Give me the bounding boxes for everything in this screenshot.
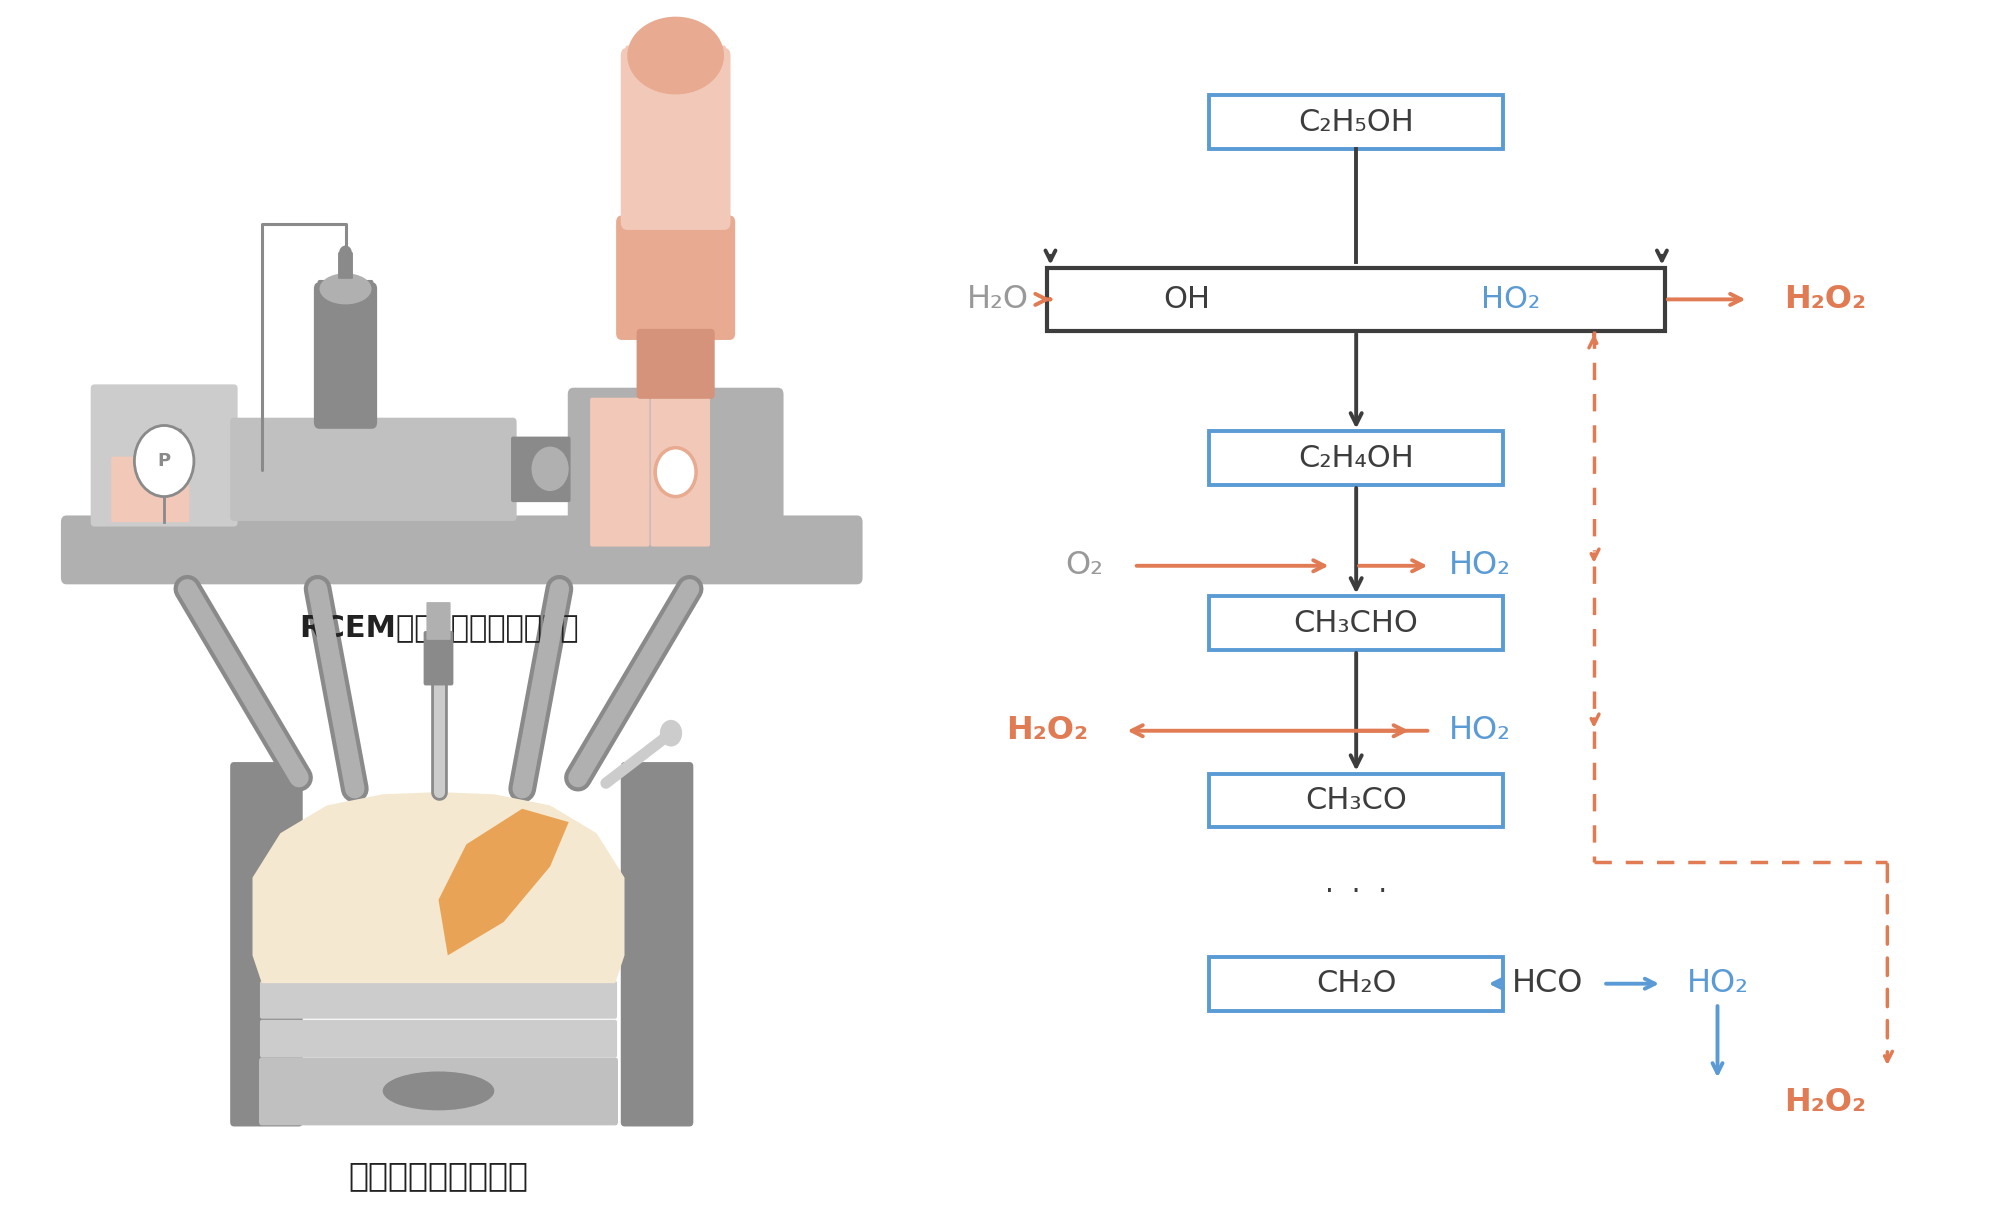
Text: H₂O: H₂O: [966, 284, 1028, 315]
Text: HO₂: HO₂: [1448, 550, 1510, 582]
FancyBboxPatch shape: [338, 252, 352, 279]
Circle shape: [134, 425, 194, 496]
Text: ·  ·  ·: · · ·: [1326, 879, 1388, 906]
Text: H₂O₂: H₂O₂: [1784, 1086, 1866, 1118]
FancyBboxPatch shape: [164, 429, 182, 451]
Text: HCO: HCO: [1512, 968, 1584, 1000]
FancyBboxPatch shape: [1048, 268, 1664, 331]
FancyBboxPatch shape: [636, 329, 714, 398]
FancyBboxPatch shape: [112, 457, 190, 522]
FancyBboxPatch shape: [620, 763, 694, 1127]
FancyBboxPatch shape: [1210, 957, 1502, 1011]
FancyBboxPatch shape: [512, 436, 570, 502]
FancyBboxPatch shape: [260, 981, 618, 1019]
FancyBboxPatch shape: [60, 516, 862, 584]
FancyBboxPatch shape: [90, 385, 238, 527]
FancyBboxPatch shape: [230, 763, 302, 1127]
Polygon shape: [438, 809, 568, 956]
Circle shape: [660, 720, 682, 747]
Text: H₂O₂: H₂O₂: [1784, 284, 1866, 315]
Text: 燃焼評価用エンジン: 燃焼評価用エンジン: [348, 1158, 528, 1191]
FancyBboxPatch shape: [1210, 431, 1502, 485]
Text: CH₃CHO: CH₃CHO: [1294, 609, 1418, 638]
Text: C₂H₄OH: C₂H₄OH: [1298, 444, 1414, 473]
FancyBboxPatch shape: [424, 631, 454, 686]
Text: P: P: [158, 452, 170, 470]
Circle shape: [532, 446, 568, 491]
Text: RCEM（急速圧縮膨張装置）: RCEM（急速圧縮膨張装置）: [298, 613, 578, 643]
FancyBboxPatch shape: [650, 397, 710, 546]
Text: OH: OH: [1162, 285, 1210, 314]
FancyBboxPatch shape: [260, 1057, 618, 1125]
Text: CH₃CO: CH₃CO: [1306, 786, 1408, 815]
FancyBboxPatch shape: [620, 48, 730, 230]
Text: H₂O₂: H₂O₂: [1006, 715, 1088, 747]
FancyBboxPatch shape: [1210, 596, 1502, 650]
Circle shape: [656, 447, 696, 496]
FancyBboxPatch shape: [230, 418, 516, 521]
Text: HO₂: HO₂: [1482, 285, 1540, 314]
FancyBboxPatch shape: [260, 1020, 618, 1057]
FancyBboxPatch shape: [568, 387, 784, 556]
FancyBboxPatch shape: [626, 45, 726, 97]
FancyBboxPatch shape: [616, 215, 736, 340]
Circle shape: [338, 246, 352, 262]
Text: C₂H₅OH: C₂H₅OH: [1298, 108, 1414, 137]
FancyBboxPatch shape: [1210, 95, 1502, 149]
Polygon shape: [252, 792, 624, 984]
Ellipse shape: [320, 274, 372, 304]
FancyBboxPatch shape: [314, 282, 378, 429]
Ellipse shape: [628, 17, 724, 94]
FancyBboxPatch shape: [318, 280, 374, 307]
Ellipse shape: [382, 1072, 494, 1111]
FancyBboxPatch shape: [590, 397, 650, 546]
Text: HO₂: HO₂: [1448, 715, 1510, 747]
Text: HO₂: HO₂: [1686, 968, 1748, 1000]
Text: O₂: O₂: [1066, 550, 1104, 582]
FancyBboxPatch shape: [1210, 774, 1502, 827]
Text: CH₂O: CH₂O: [1316, 969, 1396, 998]
FancyBboxPatch shape: [426, 602, 450, 640]
